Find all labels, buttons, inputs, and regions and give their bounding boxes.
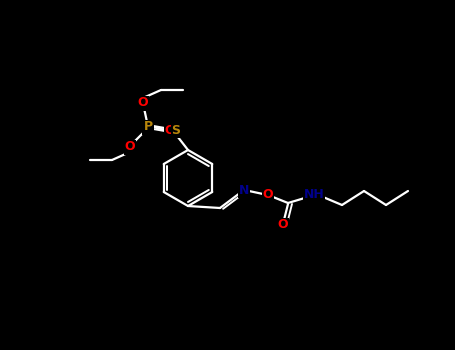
Text: P: P (143, 120, 152, 133)
Text: N: N (239, 183, 249, 196)
Text: O: O (278, 218, 288, 231)
Text: O: O (125, 140, 135, 154)
Text: NH: NH (303, 189, 324, 202)
Text: O: O (263, 189, 273, 202)
Text: O: O (165, 124, 175, 136)
Text: O: O (138, 97, 148, 110)
Text: S: S (172, 124, 181, 136)
